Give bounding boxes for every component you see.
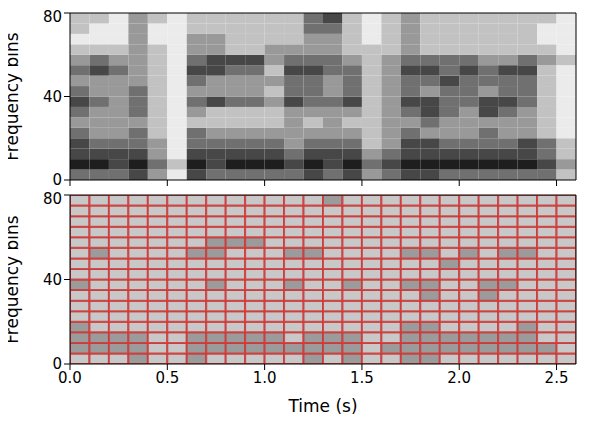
svg-text:0: 0: [52, 355, 62, 373]
svg-text:1.5: 1.5: [350, 369, 374, 387]
svg-text:40: 40: [43, 88, 62, 106]
svg-text:Time (s): Time (s): [287, 396, 357, 414]
svg-text:2.0: 2.0: [447, 369, 471, 387]
svg-text:0.5: 0.5: [155, 369, 179, 387]
svg-text:1.0: 1.0: [253, 369, 277, 387]
svg-text:40: 40: [43, 271, 62, 289]
svg-text:Frequency bins: Frequency bins: [8, 215, 22, 344]
svg-text:80: 80: [43, 190, 62, 208]
svg-text:2.5: 2.5: [545, 369, 569, 387]
svg-text:0: 0: [52, 171, 62, 189]
svg-text:0.0: 0.0: [58, 368, 82, 387]
svg-text:80: 80: [43, 8, 62, 26]
svg-text:Frequency bins: Frequency bins: [8, 32, 22, 161]
